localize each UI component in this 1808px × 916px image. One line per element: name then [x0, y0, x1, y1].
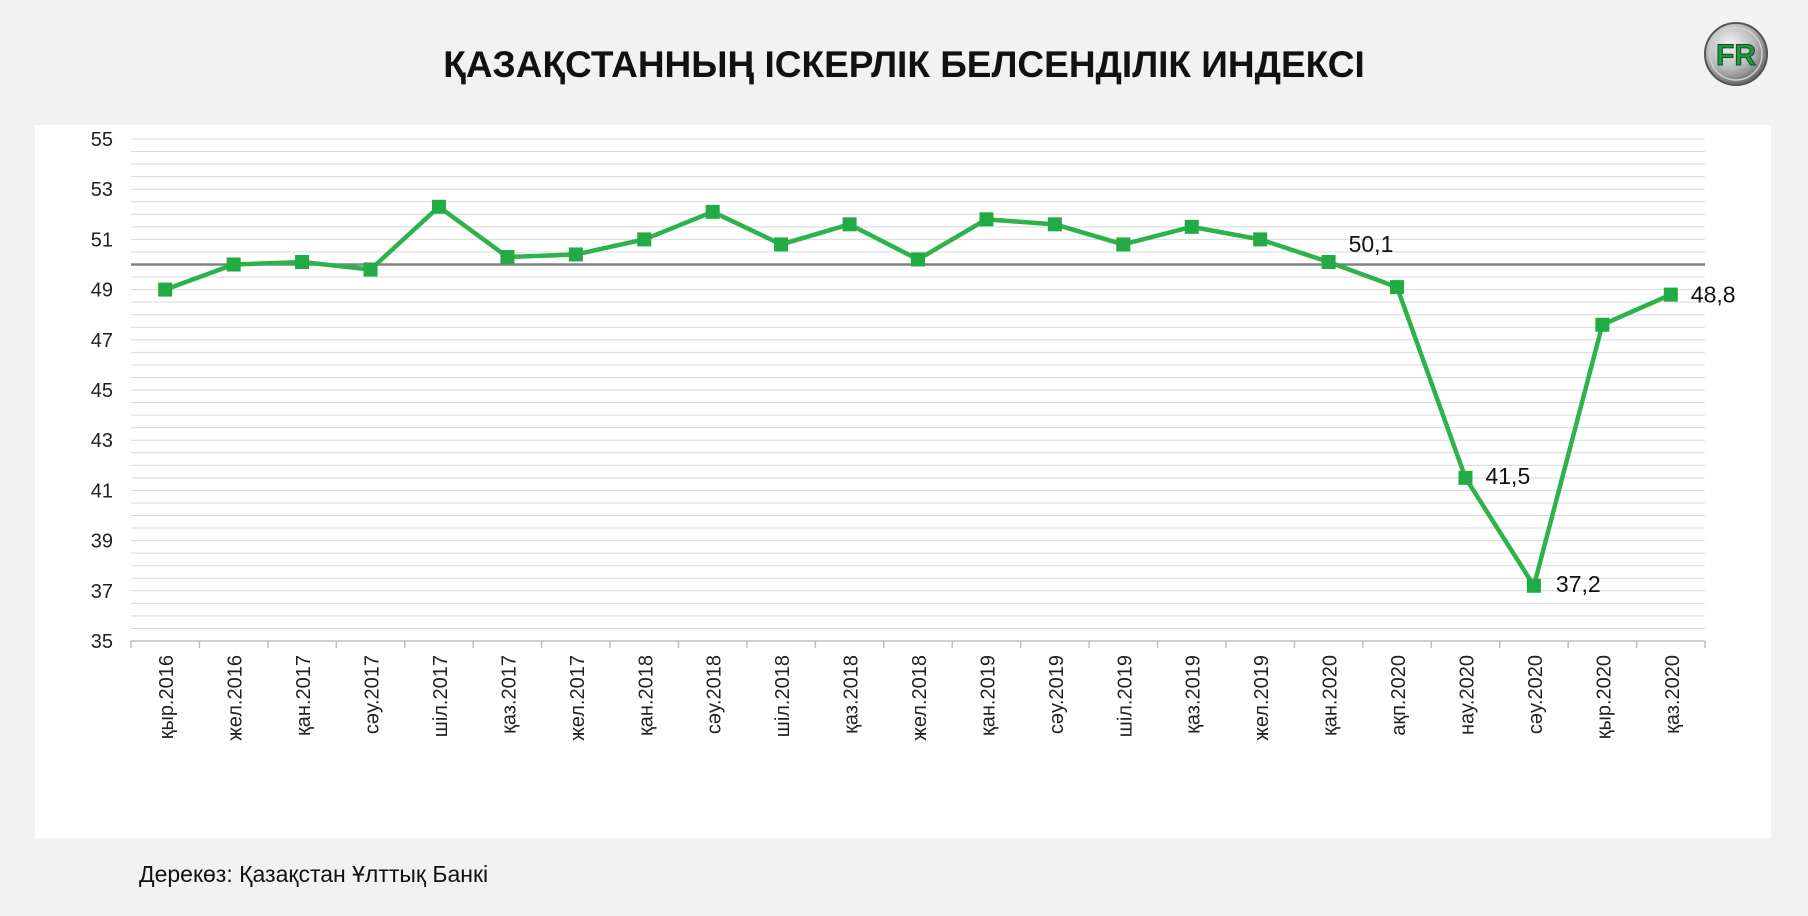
x-tick-label: шіл.2017: [430, 655, 452, 737]
x-tick-label: шіл.2019: [1114, 655, 1136, 737]
y-tick-label: 35: [91, 631, 113, 653]
data-point: [911, 252, 925, 267]
data-point: [1390, 280, 1405, 295]
x-tick-label: ақп.2020: [1388, 655, 1410, 736]
data-point: [1321, 254, 1336, 269]
data-point: [1526, 578, 1541, 593]
x-tick-label: жел.2019: [1251, 655, 1273, 741]
logo-text: FR: [1716, 39, 1756, 72]
x-tick-label: сәу.2017: [362, 655, 384, 734]
x-tick-label: жел.2018: [909, 655, 931, 741]
data-labels: 50,1 41,5 37,2 48,8: [1349, 231, 1736, 597]
x-tick-label: қыр.2016: [156, 655, 178, 739]
data-point: [842, 217, 857, 232]
x-tick-label: қан.2020: [1320, 655, 1342, 736]
x-tick-label: қаз.2019: [1183, 655, 1205, 734]
x-tick-label: нау.2020: [1456, 655, 1478, 735]
y-tick-label: 37: [91, 581, 113, 603]
data-point: [774, 237, 789, 252]
data-point: [1184, 219, 1199, 234]
data-point: [295, 254, 310, 269]
y-tick-label: 51: [91, 229, 113, 251]
data-label: 41,5: [1485, 463, 1530, 489]
x-tick-label: шіл.2018: [772, 655, 794, 737]
data-point: [431, 199, 446, 214]
y-tick-label: 41: [91, 480, 113, 502]
x-tick-label: сәу.2018: [704, 655, 726, 734]
series-markers: [158, 199, 1678, 593]
data-point: [1047, 217, 1062, 232]
grid-lines: [131, 138, 1705, 629]
data-point: [1595, 317, 1610, 332]
x-tick-label: қан.2019: [977, 655, 999, 736]
data-label: 48,8: [1691, 282, 1736, 308]
y-tick-label: 49: [91, 280, 113, 302]
x-tick-label: сәу.2019: [1046, 655, 1068, 734]
data-point: [1116, 237, 1131, 252]
data-label: 50,1: [1349, 231, 1394, 257]
x-tick-label: жел.2016: [225, 655, 247, 741]
chart-title: ҚАЗАҚСТАННЫҢ ІСКЕРЛІК БЕЛСЕНДІЛІК ИНДЕКС…: [443, 44, 1365, 85]
x-tick-label: қыр.2020: [1593, 655, 1615, 739]
x-tick-label: қаз.2017: [498, 655, 520, 734]
data-label: 37,2: [1556, 571, 1601, 597]
x-tick-label: қаз.2018: [841, 655, 863, 734]
y-tick-label: 47: [91, 330, 113, 352]
data-point: [226, 257, 241, 272]
x-tick-label: қан.2018: [635, 655, 657, 736]
x-tick-label: сәу.2020: [1525, 655, 1547, 734]
data-point: [1253, 232, 1268, 247]
chart-panel: 35 37 39 41 43 45 47 49 51 53 55 қыр.2016 жел.2016 қа…: [35, 125, 1771, 838]
source-note: Дерекөз: Қазақстан Ұлттық Банкі: [139, 861, 489, 887]
data-point: [158, 282, 173, 297]
y-tick-label: 45: [91, 380, 113, 402]
y-tick-label: 43: [91, 430, 113, 452]
data-point: [500, 249, 515, 264]
x-tick-label: қан.2017: [293, 655, 315, 736]
data-point: [705, 204, 720, 219]
fr-logo: FR: [1704, 22, 1768, 86]
data-point: [1458, 470, 1473, 485]
data-point: [979, 212, 994, 227]
y-tick-label: 55: [91, 129, 113, 151]
data-point: [1663, 287, 1678, 302]
y-tick-label: 39: [91, 531, 113, 553]
x-tick-label: жел.2017: [567, 655, 589, 741]
x-tick-label: қаз.2020: [1662, 655, 1684, 734]
data-point: [637, 232, 652, 247]
line-chart: 35 37 39 41 43 45 47 49 51 53 55 қыр.2016 жел.2016 қа…: [91, 129, 1736, 741]
data-point: [363, 262, 378, 277]
data-point: [568, 247, 583, 262]
y-tick-label: 53: [91, 179, 113, 201]
axes: 35 37 39 41 43 45 47 49 51 53 55 қыр.2016 жел.2016 қа…: [91, 129, 1706, 741]
